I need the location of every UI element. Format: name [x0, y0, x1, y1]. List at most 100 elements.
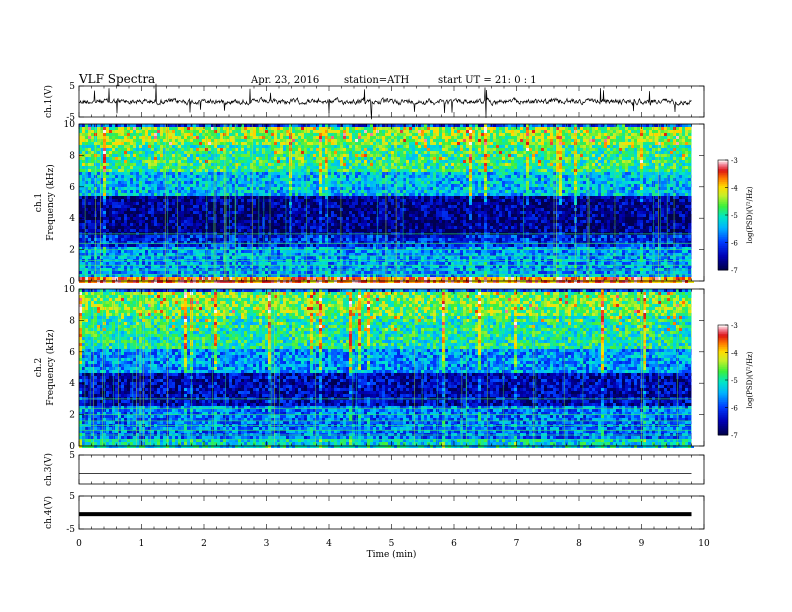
spectrogram-cell — [172, 151, 175, 154]
spectrogram-cell — [88, 214, 91, 217]
spectrogram-cell — [88, 250, 91, 253]
spectrogram-cell — [88, 175, 91, 178]
spectrogram-cell — [88, 160, 91, 163]
spectrogram-cell — [160, 169, 163, 172]
spectrogram-cell — [139, 169, 142, 172]
spectrogram-cell — [178, 196, 181, 199]
spectrogram-cell — [142, 277, 145, 280]
spectrogram-cell — [112, 124, 115, 127]
spectrogram-cell — [79, 127, 82, 130]
spectrogram-cell — [112, 136, 115, 139]
spectrogram-cell — [88, 217, 91, 220]
spectrogram-cell — [112, 157, 115, 160]
spectrogram-cell — [103, 130, 106, 133]
spectrogram-cell — [151, 142, 154, 145]
spectrogram-cell — [184, 202, 187, 205]
spectrogram-cell — [103, 181, 106, 184]
spectrogram-cell — [103, 202, 106, 205]
spectrogram-cell — [178, 199, 181, 202]
spectrogram-cell — [79, 280, 82, 283]
spectrogram-cell — [82, 208, 85, 211]
spectrogram-cell — [124, 277, 127, 280]
spectrogram-cell — [79, 169, 82, 172]
spectrogram-cell — [145, 151, 148, 154]
spectrogram-cell — [142, 199, 145, 202]
spectrogram-cell — [163, 133, 166, 136]
spectrogram-cell — [109, 202, 112, 205]
spectrogram-cell — [172, 163, 175, 166]
spectrogram-cell — [145, 208, 148, 211]
spectrogram-cell — [103, 187, 106, 190]
spectrogram-cell — [163, 220, 166, 223]
spectrogram-cell — [181, 181, 184, 184]
spectrogram-cell — [118, 124, 121, 127]
spectrogram-cell — [142, 238, 145, 241]
spectrogram-cell — [136, 202, 139, 205]
spectrogram-cell — [178, 169, 181, 172]
spectrogram-cell — [160, 196, 163, 199]
spectrogram-cell — [151, 208, 154, 211]
spectrogram-cell — [97, 139, 100, 142]
spectrogram-cell — [79, 148, 82, 151]
spectrogram-cell — [133, 229, 136, 232]
spectrogram-cell — [178, 172, 181, 175]
spectrogram-cell — [103, 175, 106, 178]
spectrogram-cell — [154, 211, 157, 214]
spectrogram-cell — [184, 175, 187, 178]
spectrogram-cell — [142, 178, 145, 181]
spectrogram-cell — [157, 133, 160, 136]
spectrogram-cell — [85, 280, 88, 283]
spectrogram-cell — [154, 139, 157, 142]
spectrogram-cell — [136, 163, 139, 166]
spectrogram-cell — [118, 163, 121, 166]
spectrogram-cell — [136, 136, 139, 139]
spectrogram-cell — [112, 145, 115, 148]
spectrogram-cell — [112, 160, 115, 163]
spectrogram-cell — [91, 235, 94, 238]
spectrogram-cell — [133, 169, 136, 172]
spectrogram-cell — [127, 202, 130, 205]
spectrogram-cell — [172, 271, 175, 274]
spectrogram-cell — [91, 133, 94, 136]
spectrogram-cell — [106, 220, 109, 223]
spectrogram-cell — [142, 145, 145, 148]
spectrogram-cell — [169, 148, 172, 151]
spectrogram-cell — [127, 160, 130, 163]
spectrogram-cell — [148, 199, 151, 202]
spectrogram-cell — [148, 154, 151, 157]
spectrogram-cell — [91, 223, 94, 226]
spectrogram-cell — [151, 229, 154, 232]
spectrogram-cell — [187, 226, 190, 229]
spectrogram-cell — [151, 220, 154, 223]
spectrogram-cell — [127, 166, 130, 169]
spectrogram-cell — [136, 256, 139, 259]
spectrogram-cell — [184, 223, 187, 226]
spectrogram-cell — [124, 187, 127, 190]
spectrogram-cell — [139, 181, 142, 184]
spectrogram-cell — [157, 256, 160, 259]
spectrogram-cell — [148, 124, 151, 127]
spectrogram-cell — [121, 181, 124, 184]
spectrogram-cell — [154, 256, 157, 259]
spectrogram-cell — [97, 181, 100, 184]
y-axis-label: ch.1(V) — [43, 85, 54, 118]
spectrogram-cell — [121, 229, 124, 232]
spectrogram-cell — [115, 184, 118, 187]
spectrogram-cell — [181, 166, 184, 169]
spectrogram-cell — [79, 181, 82, 184]
spectrogram-cell — [142, 271, 145, 274]
spectrogram-cell — [169, 256, 172, 259]
spectrogram-cell — [187, 235, 190, 238]
spectrogram-cell — [154, 157, 157, 160]
spectrogram-cell — [130, 202, 133, 205]
spectrogram-cell — [136, 142, 139, 145]
spectrogram-cell — [181, 148, 184, 151]
spectrogram-cell — [148, 178, 151, 181]
spectrogram-cell — [139, 220, 142, 223]
spectrogram-cell — [139, 160, 142, 163]
spectrogram-cell — [103, 157, 106, 160]
spectrogram-cell — [109, 178, 112, 181]
spectrogram-cell — [115, 193, 118, 196]
spectrogram-cell — [97, 238, 100, 241]
spectrogram-cell — [157, 211, 160, 214]
